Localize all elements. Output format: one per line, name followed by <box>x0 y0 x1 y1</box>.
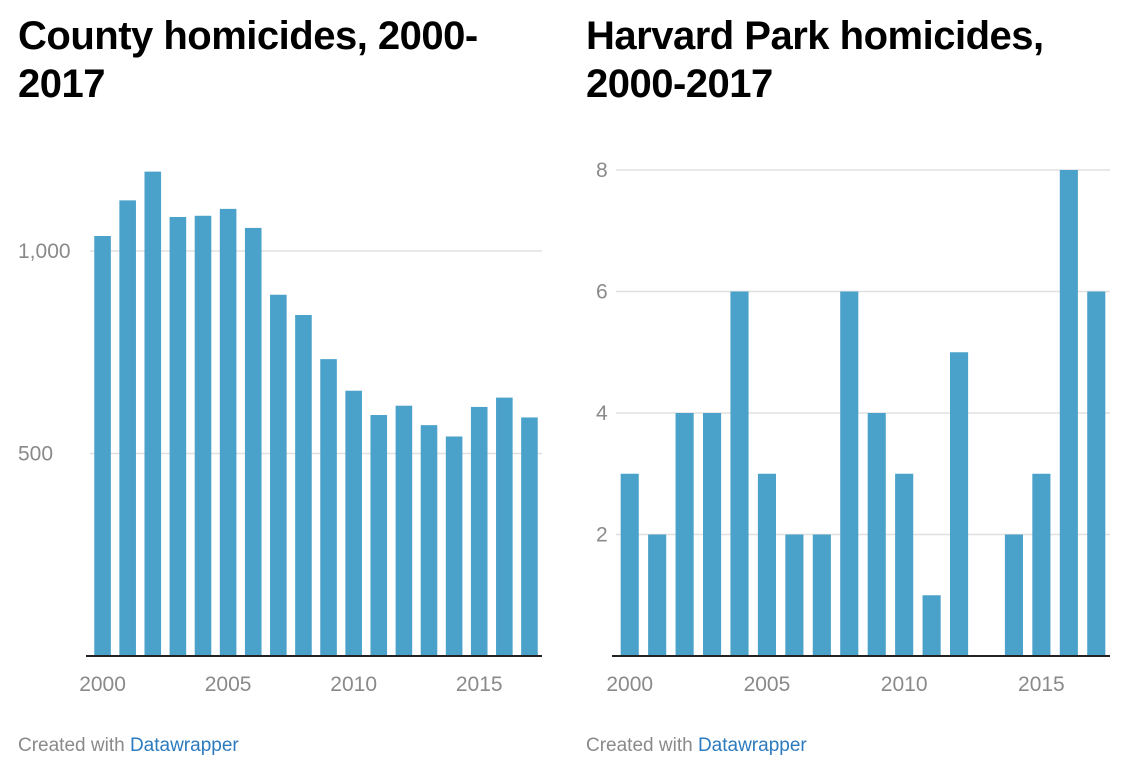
harvard-park-chart-panel: Harvard Park homicides, 2000-2017 2 4 6 8 20… <box>568 0 1126 774</box>
bar-2017[interactable] <box>521 417 538 656</box>
bar-2015[interactable] <box>1032 473 1051 656</box>
bar-2000[interactable] <box>94 236 111 656</box>
y-tick-label: 1,000 <box>18 240 71 263</box>
bar-2007[interactable] <box>812 534 831 657</box>
x-tick-label: 2000 <box>606 673 653 696</box>
footer-credit-text: Created with <box>586 735 693 756</box>
bar-2001[interactable] <box>648 534 667 657</box>
bar-2002[interactable] <box>675 413 694 656</box>
bar-2010[interactable] <box>895 473 914 656</box>
bar-2017[interactable] <box>1087 291 1106 657</box>
bar-2007[interactable] <box>270 294 287 656</box>
bar-2009[interactable] <box>320 359 337 656</box>
bar-2004[interactable] <box>194 215 212 656</box>
datawrapper-link[interactable]: Datawrapper <box>697 735 807 756</box>
bar-2008[interactable] <box>295 314 312 656</box>
footer-credit-text: Created with <box>18 735 125 756</box>
bar-2015[interactable] <box>470 406 488 656</box>
x-tick-label: 2005 <box>744 673 791 696</box>
bar-2003[interactable] <box>702 413 722 656</box>
bar-2011[interactable] <box>922 595 941 656</box>
y-tick-label: 4 <box>596 402 608 425</box>
y-tick-label: 500 <box>18 443 53 466</box>
datawrapper-link[interactable]: Datawrapper <box>129 735 239 756</box>
bar-2002[interactable] <box>144 171 162 656</box>
bar-2005[interactable] <box>219 208 237 656</box>
y-tick-label: 8 <box>596 159 608 182</box>
x-tick-label: 2005 <box>205 673 252 696</box>
bar-2005[interactable] <box>757 473 777 656</box>
bar-2013[interactable] <box>420 425 438 656</box>
bar-2014[interactable] <box>1004 534 1024 657</box>
x-tick-label: 2015 <box>456 673 503 696</box>
bar-2006[interactable] <box>244 227 262 657</box>
x-tick-label: 2010 <box>330 673 377 696</box>
harvard-park-chart: 2 4 6 8 2000 2005 2010 2015 <box>596 159 1110 696</box>
bar-2012[interactable] <box>949 352 969 656</box>
bar-2003[interactable] <box>169 216 187 657</box>
bar-2004[interactable] <box>730 291 749 657</box>
harvard-park-chart-footer: Created with Datawrapper <box>586 735 807 757</box>
bar-2016[interactable] <box>1059 170 1078 656</box>
bar-2010[interactable] <box>345 390 362 656</box>
y-tick-label: 6 <box>596 281 608 304</box>
x-tick-label: 2015 <box>1018 673 1065 696</box>
bar-2012[interactable] <box>395 405 413 656</box>
bar-2001[interactable] <box>119 200 136 656</box>
bar-2011[interactable] <box>370 415 388 656</box>
bar-2009[interactable] <box>867 413 886 656</box>
bar-2016[interactable] <box>496 397 513 656</box>
county-chart: 500 1,000 2000 2005 2010 2015 <box>18 171 542 696</box>
bar-2000[interactable] <box>620 473 639 656</box>
bar-2006[interactable] <box>785 534 804 657</box>
harvard-park-chart-title: Harvard Park homicides, 2000-2017 <box>586 14 1044 106</box>
x-tick-label: 2010 <box>881 673 928 696</box>
county-chart-footer: Created with Datawrapper <box>18 735 239 757</box>
county-chart-title: County homicides, 2000-2017 <box>18 14 478 106</box>
bar-2014[interactable] <box>445 436 463 656</box>
bar-2008[interactable] <box>840 291 859 657</box>
y-tick-label: 2 <box>596 524 608 547</box>
x-tick-label: 2000 <box>79 673 126 696</box>
county-chart-panel: County homicides, 2000-2017 500 1,000 2000… <box>0 0 560 774</box>
